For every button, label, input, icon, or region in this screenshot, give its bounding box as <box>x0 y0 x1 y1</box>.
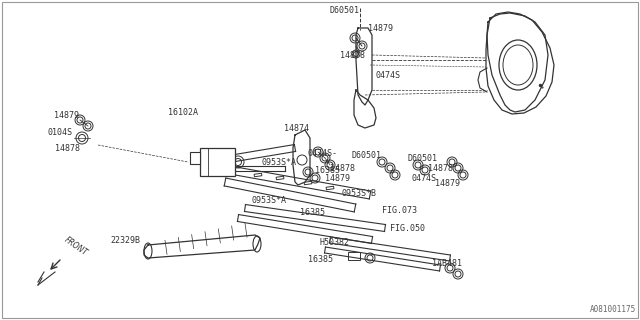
Bar <box>254 173 262 177</box>
Text: 14879: 14879 <box>325 173 350 182</box>
Text: 16102A: 16102A <box>168 108 198 116</box>
Text: 14879: 14879 <box>54 110 79 119</box>
Text: 0953S*A: 0953S*A <box>252 196 287 204</box>
Bar <box>200 148 235 176</box>
Text: FIG.073: FIG.073 <box>382 205 417 214</box>
Text: 14879: 14879 <box>435 179 460 188</box>
Text: 0104S: 0104S <box>48 127 73 137</box>
Text: 1AB481: 1AB481 <box>432 260 462 268</box>
Text: 14874: 14874 <box>284 124 309 132</box>
Text: 14878: 14878 <box>428 164 453 172</box>
Text: D60501: D60501 <box>330 5 360 14</box>
Text: H50382: H50382 <box>320 237 350 246</box>
Text: 0474S-: 0474S- <box>308 148 338 157</box>
Text: D60501: D60501 <box>352 150 382 159</box>
Text: 0953S*B: 0953S*B <box>342 188 377 197</box>
Text: 0953S*A: 0953S*A <box>262 157 297 166</box>
Text: 14879: 14879 <box>368 23 393 33</box>
Text: FRONT: FRONT <box>63 236 90 258</box>
Text: 0474S: 0474S <box>375 70 400 79</box>
Bar <box>326 186 334 190</box>
Text: 14878: 14878 <box>330 164 355 172</box>
Ellipse shape <box>253 236 261 252</box>
Text: 16385: 16385 <box>308 255 333 265</box>
Bar <box>190 152 200 164</box>
Bar <box>348 252 360 260</box>
Text: D60501: D60501 <box>408 154 438 163</box>
Text: 14878: 14878 <box>340 51 365 60</box>
Text: 22329B: 22329B <box>110 236 140 244</box>
Text: 16385: 16385 <box>315 165 340 174</box>
Text: 0474S: 0474S <box>412 173 437 182</box>
Bar <box>276 176 284 180</box>
Text: 16385: 16385 <box>300 207 325 217</box>
Text: A081001175: A081001175 <box>589 305 636 314</box>
Text: 14878: 14878 <box>55 143 80 153</box>
Ellipse shape <box>144 243 152 259</box>
Bar <box>304 181 312 185</box>
Text: FIG.050: FIG.050 <box>390 223 425 233</box>
